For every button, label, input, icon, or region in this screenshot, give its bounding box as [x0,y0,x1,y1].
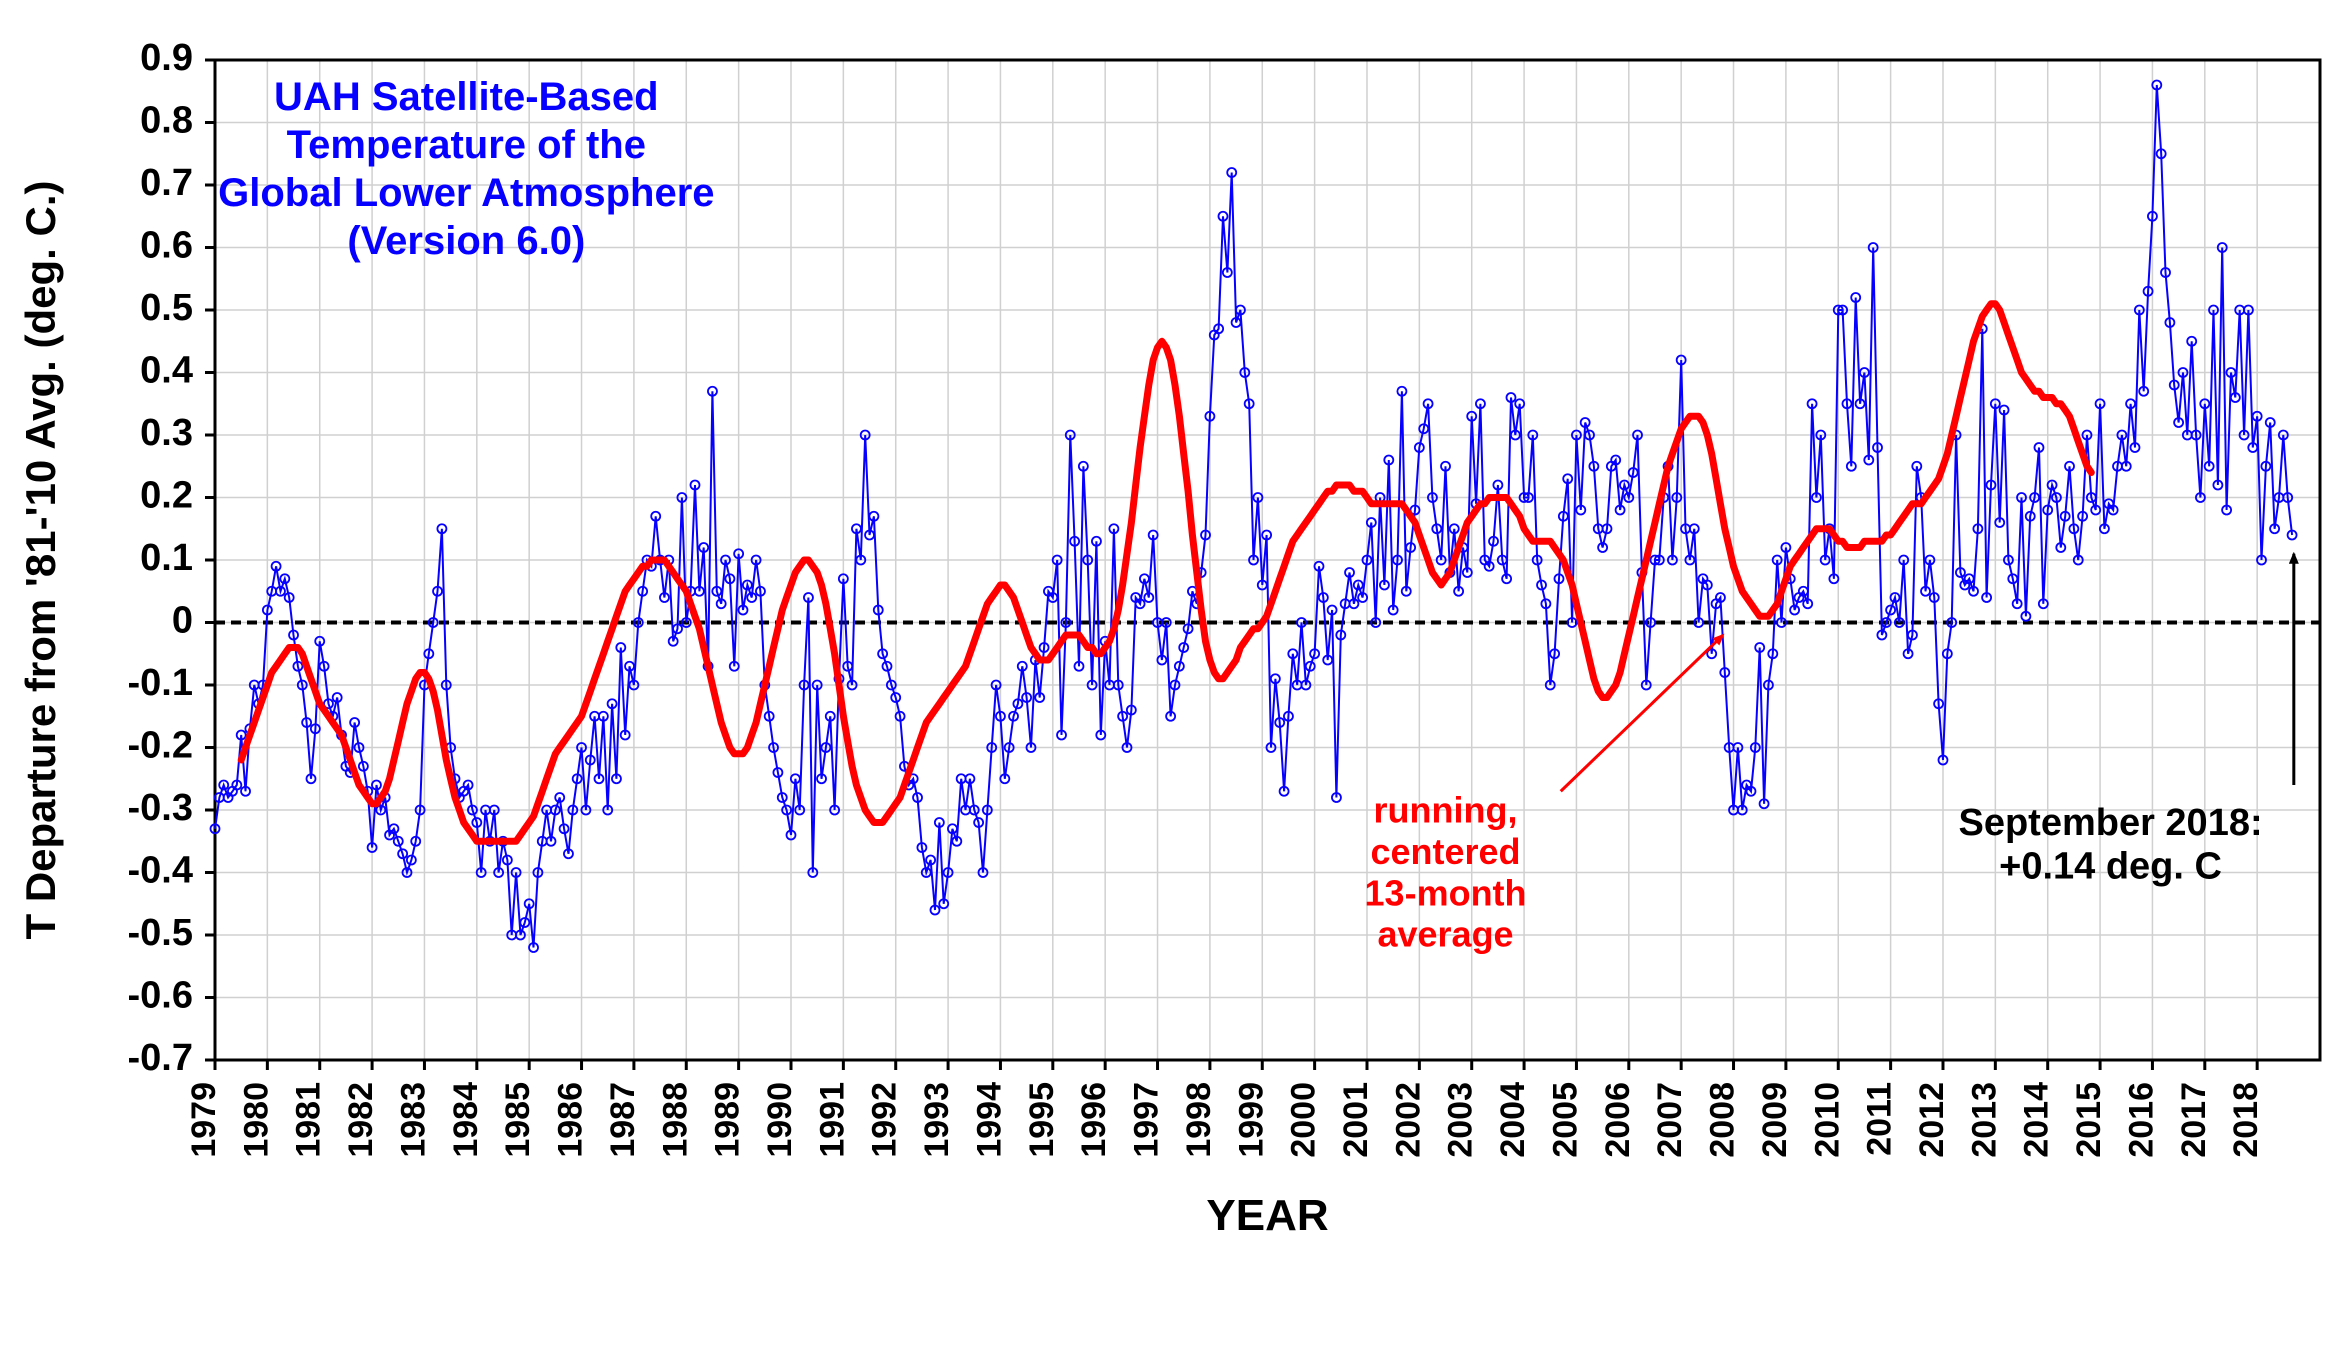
svg-text:1980: 1980 [237,1082,275,1158]
y-axis-title: T Departure from '81-'10 Avg. (deg. C.) [17,181,64,940]
svg-text:2009: 2009 [1756,1082,1794,1158]
svg-text:1999: 1999 [1232,1082,1270,1158]
svg-text:1986: 1986 [552,1082,590,1158]
svg-text:0.2: 0.2 [140,475,193,517]
svg-text:2006: 2006 [1599,1082,1637,1158]
svg-text:0.8: 0.8 [140,100,193,142]
svg-text:(Version 6.0): (Version 6.0) [347,219,585,263]
svg-text:1998: 1998 [1180,1082,1218,1158]
svg-text:1990: 1990 [761,1082,799,1158]
svg-text:0.3: 0.3 [140,412,193,454]
running-avg-label: centered [1370,831,1520,872]
running-avg-label: average [1377,914,1513,955]
svg-text:1983: 1983 [394,1082,432,1158]
svg-text:2005: 2005 [1546,1082,1584,1158]
svg-text:Global Lower Atmosphere: Global Lower Atmosphere [218,171,714,215]
svg-text:1982: 1982 [342,1082,380,1158]
svg-text:0.7: 0.7 [140,162,193,204]
svg-text:0: 0 [172,600,193,642]
latest-point-label: +0.14 deg. C [1999,846,2222,888]
svg-text:0.5: 0.5 [140,287,193,329]
svg-text:1981: 1981 [290,1082,328,1158]
svg-text:Temperature of the: Temperature of the [287,123,646,167]
svg-text:2015: 2015 [2070,1082,2108,1158]
svg-text:UAH Satellite-Based: UAH Satellite-Based [274,75,659,119]
svg-text:2000: 2000 [1285,1082,1323,1158]
svg-text:0.1: 0.1 [140,537,193,579]
svg-text:2016: 2016 [2122,1082,2160,1158]
svg-text:1992: 1992 [866,1082,904,1158]
svg-text:-0.3: -0.3 [128,787,193,829]
svg-text:-0.6: -0.6 [128,975,193,1017]
svg-text:2007: 2007 [1651,1082,1689,1158]
latest-point-label: September 2018: [1958,802,2262,844]
svg-text:0.9: 0.9 [140,37,193,79]
temperature-anomaly-chart: -0.7 -0.6 -0.5 -0.4 -0.3 -0.2 -0.1 0 0.1 0.2 0.3 0.… [0,0,2340,1350]
svg-text:-0.2: -0.2 [128,725,193,767]
svg-text:1985: 1985 [499,1082,537,1158]
x-axis-title: YEAR [1206,1191,1328,1240]
svg-text:2010: 2010 [1808,1082,1846,1158]
svg-text:0.4: 0.4 [140,350,193,392]
svg-text:1995: 1995 [1023,1082,1061,1158]
chart-container: -0.7 -0.6 -0.5 -0.4 -0.3 -0.2 -0.1 0 0.1 0.2 0.3 0.… [0,0,2340,1350]
svg-text:1984: 1984 [447,1082,485,1158]
svg-text:0.6: 0.6 [140,225,193,267]
svg-text:1993: 1993 [918,1082,956,1158]
svg-text:-0.5: -0.5 [128,912,193,954]
svg-text:2011: 2011 [1861,1082,1899,1156]
svg-text:2014: 2014 [2018,1082,2056,1158]
svg-text:2002: 2002 [1389,1082,1427,1158]
svg-text:2008: 2008 [1704,1082,1742,1158]
svg-text:2018: 2018 [2227,1082,2265,1158]
running-avg-label: 13-month [1365,872,1527,913]
svg-text:-0.7: -0.7 [128,1037,193,1079]
svg-text:1987: 1987 [604,1082,642,1158]
svg-text:2012: 2012 [1913,1082,1951,1158]
svg-text:2001: 2001 [1337,1082,1375,1158]
svg-text:-0.1: -0.1 [128,662,193,704]
svg-text:1996: 1996 [1075,1082,1113,1158]
svg-text:1988: 1988 [656,1082,694,1158]
svg-text:-0.4: -0.4 [128,850,193,892]
svg-text:2003: 2003 [1442,1082,1480,1158]
svg-text:1997: 1997 [1128,1082,1166,1158]
running-avg-label: running, [1374,790,1518,831]
svg-text:1979: 1979 [185,1082,223,1158]
svg-text:2017: 2017 [2175,1082,2213,1158]
svg-text:1991: 1991 [813,1082,851,1158]
svg-text:2004: 2004 [1494,1082,1532,1158]
svg-text:1994: 1994 [970,1082,1008,1158]
svg-text:2013: 2013 [1965,1082,2003,1158]
svg-text:1989: 1989 [709,1082,747,1158]
